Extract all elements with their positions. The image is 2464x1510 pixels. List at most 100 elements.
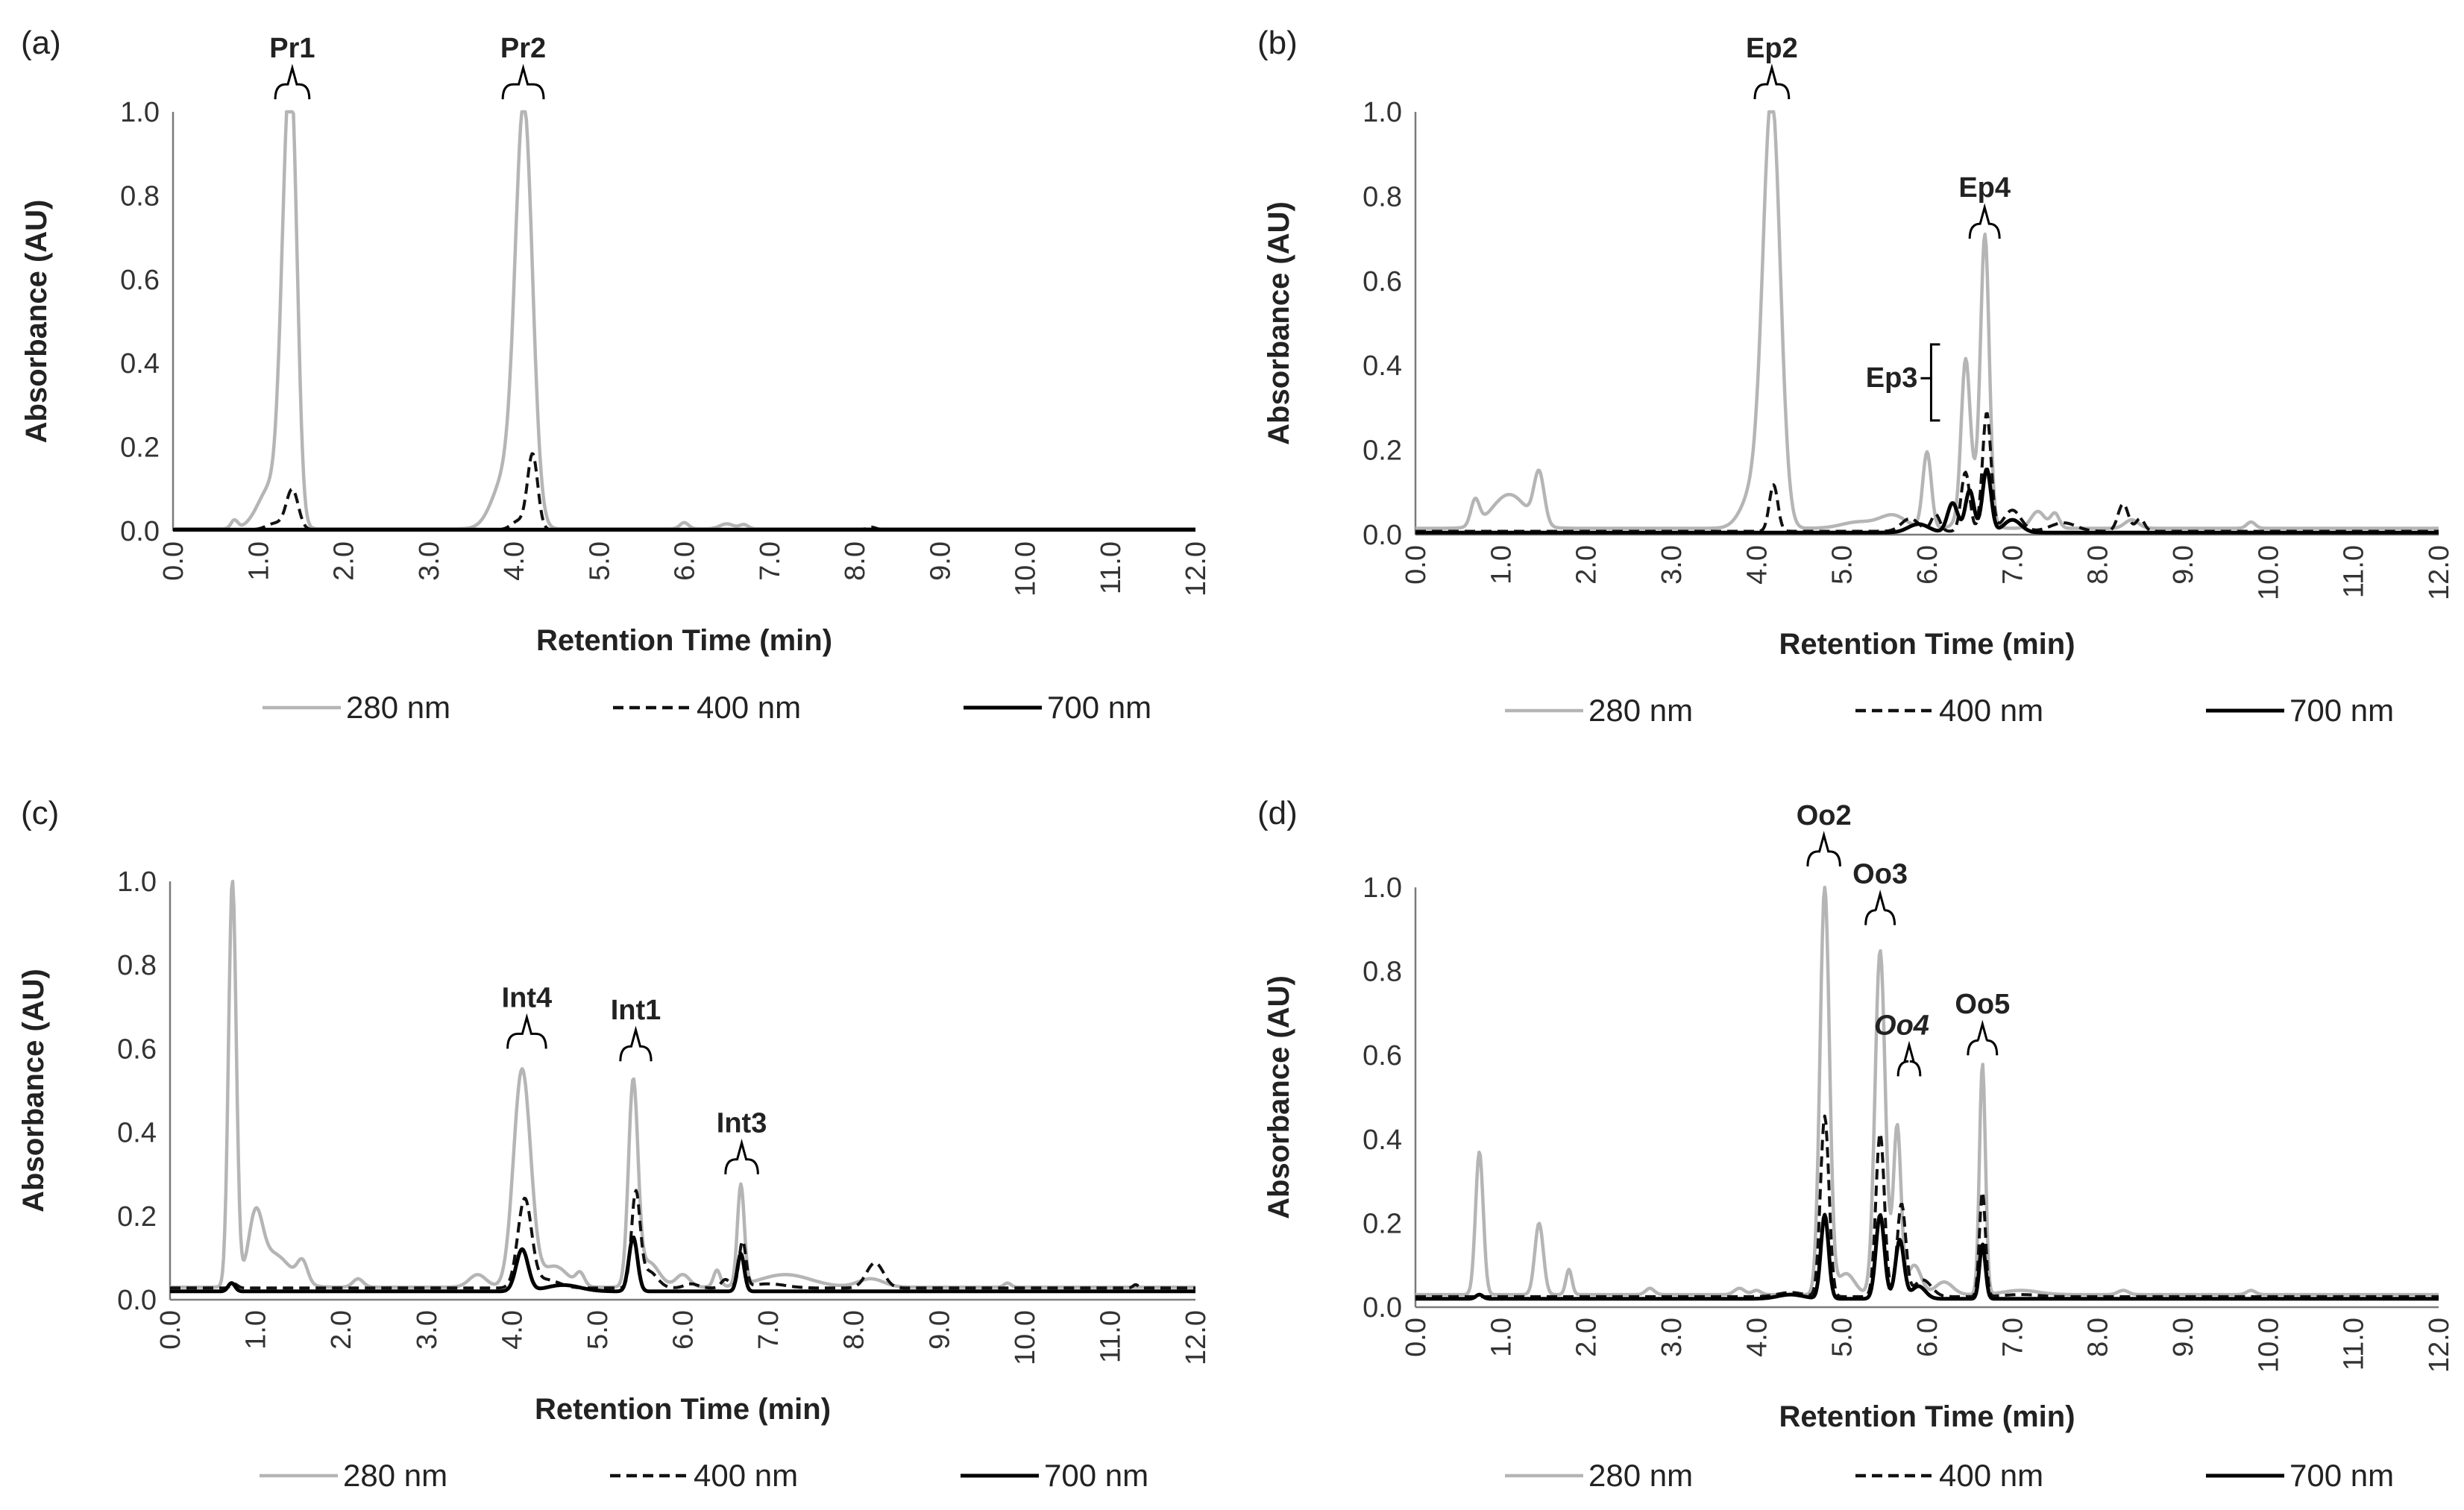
x-tick-label: 10.0 <box>2253 1318 2284 1373</box>
y-tick-label: 0.0 <box>1363 1292 1402 1324</box>
chart-panel-b: (b) 0.0 0.2 0.4 0.6 0.8 1.0 0.0 1.0 2.0 3.0 4.0 5.0 6… <box>1257 25 2455 728</box>
peak-bracket <box>501 63 545 100</box>
y-tick-label: 0.6 <box>1363 1040 1402 1072</box>
x-axis-title: Retention Time (min) <box>1779 1400 2075 1433</box>
x-tick-label: 7.0 <box>1997 1318 2028 1357</box>
legend-label: 700 nm <box>1044 1458 1148 1493</box>
series-line-nm700 <box>1415 1212 2439 1301</box>
peak-label: Pr1 <box>269 33 315 64</box>
legend-label: 400 nm <box>694 1458 798 1493</box>
peak-annotation: Ep3 <box>1866 343 1940 422</box>
peak-annotation: Ep2 <box>1746 33 1798 100</box>
y-axis-title: Absorbance (AU) <box>17 969 50 1212</box>
y-axis-title: Absorbance (AU) <box>1263 201 1295 445</box>
y-tick-label: 0.8 <box>117 950 157 981</box>
series-line-nm400 <box>169 1189 1196 1290</box>
panel-label: (c) <box>21 795 59 831</box>
y-tick-label: 0.6 <box>120 265 160 296</box>
x-tick-label: 11.0 <box>1095 1310 1126 1363</box>
x-tick-label: 0.0 <box>155 1310 186 1350</box>
x-axis-title: Retention Time (min) <box>536 624 832 657</box>
y-axis-title: Absorbance (AU) <box>1263 975 1295 1219</box>
y-tick-label: 0.2 <box>1363 435 1402 467</box>
x-tick-label: 6.0 <box>1912 545 1943 585</box>
x-tick-label: 1.0 <box>1486 545 1517 585</box>
legend: 280 nm 400 nm 700 nm <box>260 1458 1148 1493</box>
peak-label: Ep4 <box>1958 172 2011 204</box>
y-tick-label: 0.2 <box>120 432 160 464</box>
peak-annotation: Ep4 <box>1958 172 2011 239</box>
x-tick-label: 1.0 <box>243 541 274 581</box>
x-tick-label: 9.0 <box>924 1310 955 1350</box>
x-tick-label: 12.0 <box>2424 1318 2455 1373</box>
peak-annotation: Int1 <box>611 995 661 1062</box>
x-tick-label: 8.0 <box>839 1310 870 1350</box>
legend-label: 280 nm <box>1588 693 1693 728</box>
x-tick-label: 10.0 <box>2253 545 2284 600</box>
x-tick-label: 4.0 <box>497 1310 528 1350</box>
y-tick-label: 0.0 <box>120 516 160 547</box>
y-tick-label: 0.4 <box>117 1118 157 1149</box>
x-tick-label: 7.0 <box>1997 545 2028 585</box>
peak-label: Oo2 <box>1797 800 1852 831</box>
x-tick-label: 2.0 <box>1571 1318 1603 1357</box>
x-tick-label: 0.0 <box>1401 545 1432 585</box>
x-axis-title: Retention Time (min) <box>535 1393 831 1426</box>
legend-label: 700 nm <box>1047 690 1151 725</box>
x-tick-label: 11.0 <box>2339 1318 2370 1371</box>
x-tick-label: 6.0 <box>668 1310 700 1350</box>
series-line-nm700 <box>1415 468 2439 535</box>
series-line-nm400 <box>172 452 1196 532</box>
peak-bracket <box>1920 343 1940 422</box>
x-tick-label: 5.0 <box>1827 545 1858 585</box>
x-tick-label: 10.0 <box>1010 1310 1041 1365</box>
x-axis-title: Retention Time (min) <box>1779 628 2075 661</box>
legend: 280 nm 400 nm 700 nm <box>1505 693 2394 728</box>
peak-bracket <box>724 1138 759 1174</box>
peak-label: Oo5 <box>1955 989 2010 1020</box>
x-tick-label: 2.0 <box>329 541 360 581</box>
x-tick-label: 3.0 <box>1656 545 1688 585</box>
y-tick-label: 0.4 <box>120 348 160 380</box>
x-tick-label: 9.0 <box>2168 1318 2199 1357</box>
x-tick-label: 1.0 <box>241 1310 272 1350</box>
y-axis-title: Absorbance (AU) <box>20 200 53 444</box>
x-tick-label: 3.0 <box>414 541 445 581</box>
panel-label: (b) <box>1257 25 1298 61</box>
x-tick-label: 11.0 <box>1096 541 1127 594</box>
series-line-nm400 <box>1415 1114 2439 1298</box>
y-tick-label: 0.6 <box>1363 266 1402 298</box>
legend: 280 nm 400 nm 700 nm <box>263 690 1151 725</box>
x-tick-label: 6.0 <box>670 541 701 581</box>
legend-label: 400 nm <box>1939 693 2043 728</box>
x-tick-label: 5.0 <box>582 1310 614 1350</box>
peak-bracket <box>1896 1040 1922 1077</box>
x-tick-label: 2.0 <box>1571 545 1603 585</box>
x-tick-label: 9.0 <box>2168 545 2199 585</box>
x-tick-label: 5.0 <box>584 541 615 581</box>
y-tick-label: 0.4 <box>1363 1124 1402 1156</box>
series-line-nm280 <box>172 110 1196 531</box>
peak-bracket <box>1864 889 1896 925</box>
y-tick-label: 0.2 <box>117 1201 157 1233</box>
peak-bracket <box>1753 63 1791 100</box>
peak-bracket <box>1967 1019 1999 1056</box>
x-tick-label: 8.0 <box>2083 545 2114 585</box>
peak-bracket <box>1968 203 2001 239</box>
y-tick-label: 1.0 <box>117 866 157 898</box>
x-tick-label: 12.0 <box>1181 541 1212 597</box>
x-tick-label: 10.0 <box>1011 541 1042 597</box>
peak-annotation: Oo5 <box>1955 989 2010 1056</box>
x-tick-label: 12.0 <box>1181 1310 1212 1365</box>
y-tick-label: 0.2 <box>1363 1208 1402 1239</box>
peak-bracket <box>274 63 311 100</box>
x-tick-label: 11.0 <box>2339 545 2370 598</box>
legend-label: 400 nm <box>697 690 801 725</box>
peak-label: Pr2 <box>500 33 546 64</box>
legend-label: 280 nm <box>1588 1458 1693 1493</box>
legend: 280 nm 400 nm 700 nm <box>1505 1458 2394 1493</box>
panel-label: (a) <box>21 25 61 61</box>
peak-bracket <box>619 1025 653 1062</box>
x-tick-label: 12.0 <box>2424 545 2455 600</box>
chart-panel-d: (d) 0.0 0.2 0.4 0.6 0.8 1.0 0.0 1.0 2.0 3.0 4.0 5.0 6… <box>1257 795 2455 1493</box>
